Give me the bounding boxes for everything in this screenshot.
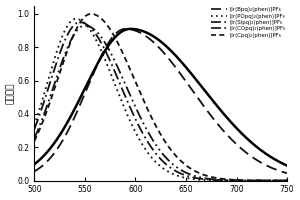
Y-axis label: 发射强度: 发射强度 [6,82,15,104]
Legend: [Ir(Bpq)₂(phen)]PF₆, [Ir(POpq)₂(phen)]PF₆, [Ir(Slpq)₂(phen)]PF₆, [Ir(COpq)₂(phen: [Ir(Bpq)₂(phen)]PF₆, [Ir(POpq)₂(phen)]PF… [211,7,286,38]
